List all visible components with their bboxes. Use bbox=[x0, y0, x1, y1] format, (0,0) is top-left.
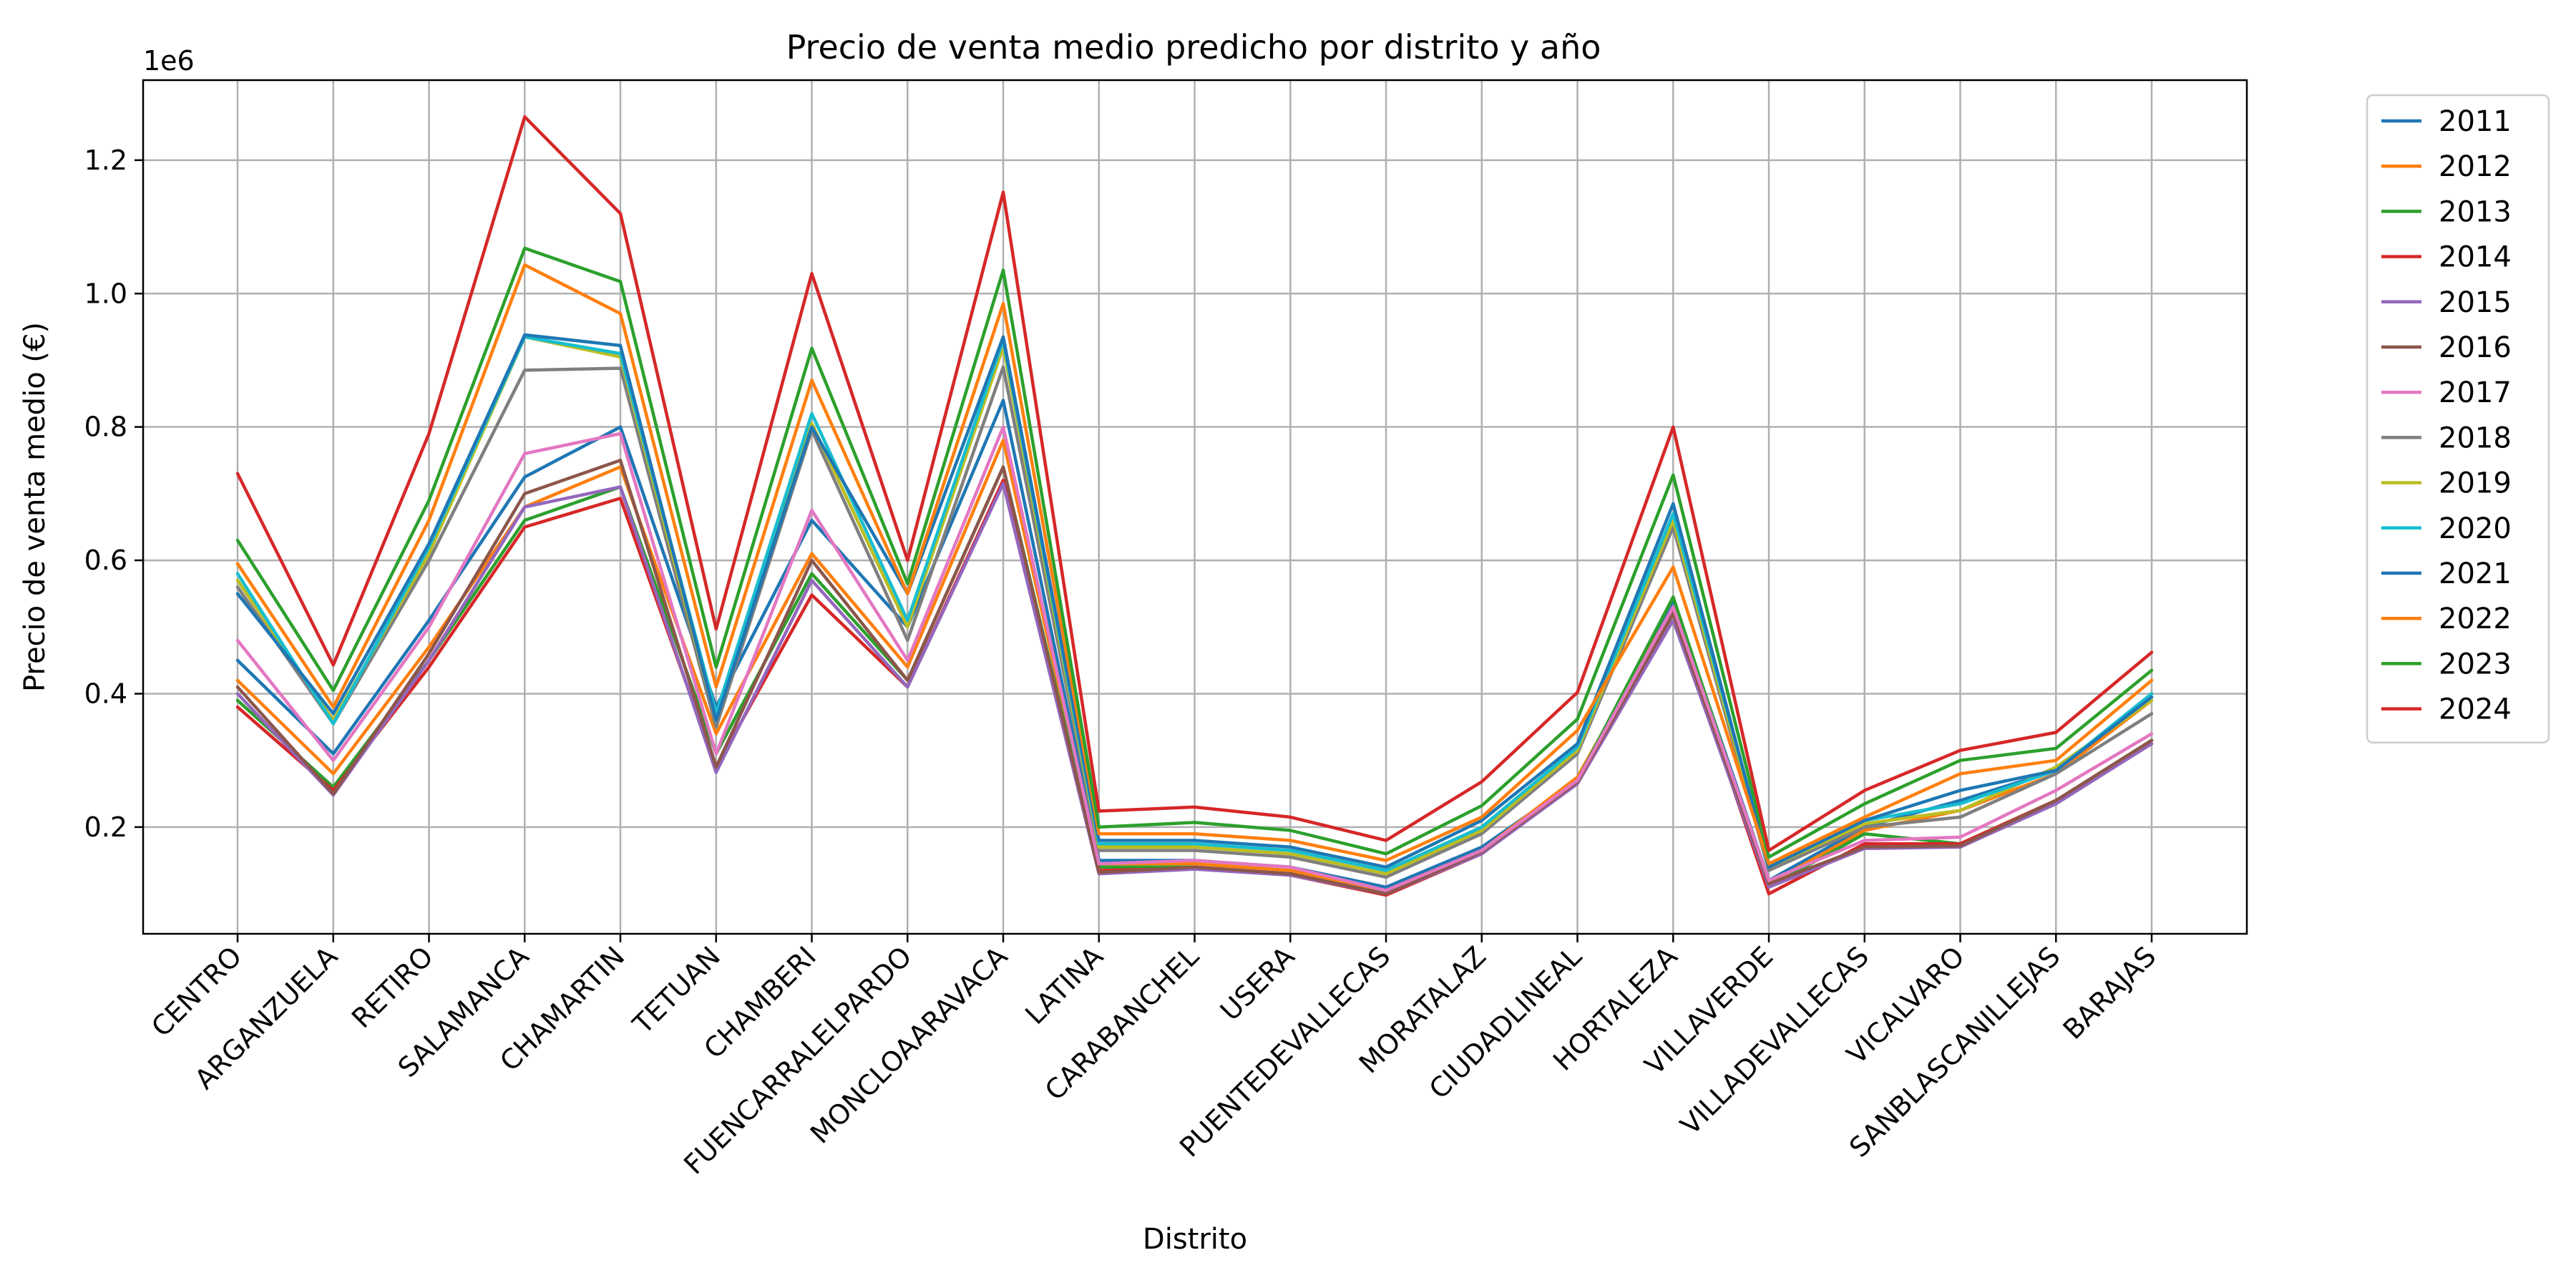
series-line-2017 bbox=[235, 425, 2154, 892]
legend-label-2015: 2015 bbox=[2439, 286, 2512, 319]
y-axis-ticks: 0.2 0.4 0.6 0.8 1.0 1.2 bbox=[84, 145, 143, 843]
series-lines bbox=[235, 115, 2154, 897]
legend-label-2023: 2023 bbox=[2439, 648, 2512, 680]
x-tick-label: MONCLOAARAVACA bbox=[804, 940, 1013, 1149]
y-tick-label: 0.8 bbox=[84, 411, 127, 443]
legend-label-2016: 2016 bbox=[2439, 331, 2512, 364]
x-axis-label: Distrito bbox=[1143, 1223, 1247, 1256]
legend-label-2012: 2012 bbox=[2439, 150, 2512, 183]
x-tick-label: LATINA bbox=[1019, 940, 1109, 1030]
series-line-2015 bbox=[235, 482, 2154, 896]
legend-label-2019: 2019 bbox=[2439, 467, 2512, 500]
legend-label-2017: 2017 bbox=[2439, 376, 2512, 409]
x-tick-label: USERA bbox=[1214, 940, 1301, 1027]
y-tick-label: 1.2 bbox=[84, 145, 127, 176]
y-tick-label: 0.6 bbox=[84, 545, 127, 576]
legend-label-2013: 2013 bbox=[2439, 195, 2512, 228]
y-axis-label: Precio de venta medio (€) bbox=[19, 322, 52, 692]
series-line-2018 bbox=[235, 365, 2154, 879]
series-line-2016 bbox=[235, 459, 2154, 896]
y-tick-label: 0.2 bbox=[84, 811, 127, 843]
y-tick-label: 1.0 bbox=[84, 278, 127, 309]
x-tick-label: BARAJAS bbox=[2057, 940, 2162, 1045]
y-axis-offset-label: 1e6 bbox=[143, 45, 195, 77]
series-line-2023 bbox=[235, 246, 2154, 859]
grid-lines bbox=[143, 80, 2247, 934]
legend-label-2018: 2018 bbox=[2439, 421, 2512, 454]
x-tick-label: CENTRO bbox=[145, 940, 248, 1043]
legend-label-2024: 2024 bbox=[2439, 693, 2512, 726]
legend-label-2011: 2011 bbox=[2439, 105, 2512, 138]
legend-label-2020: 2020 bbox=[2439, 512, 2512, 545]
chart-title: Precio de venta medio predicho por distr… bbox=[786, 28, 1601, 67]
y-tick-label: 0.4 bbox=[84, 678, 127, 709]
x-tick-label: RETIRO bbox=[346, 940, 439, 1034]
x-tick-label: TETUAN bbox=[626, 940, 726, 1040]
legend-label-2021: 2021 bbox=[2439, 557, 2512, 590]
legend-box bbox=[2366, 94, 2550, 744]
series-line-2022 bbox=[235, 263, 2154, 866]
legend: 2011 2012 2013 2014 2015 2016 2017 2018 2019 2020… bbox=[2366, 94, 2550, 744]
series-line-2021 bbox=[235, 333, 2154, 869]
legend-label-2014: 2014 bbox=[2439, 241, 2512, 274]
legend-label-2022: 2022 bbox=[2439, 602, 2512, 635]
x-tick-label: VILLADEVALLECAS bbox=[1674, 940, 1875, 1141]
plot-area-frame bbox=[142, 79, 2248, 935]
series-line-2012 bbox=[235, 439, 2154, 892]
series-line-2024 bbox=[235, 115, 2154, 852]
